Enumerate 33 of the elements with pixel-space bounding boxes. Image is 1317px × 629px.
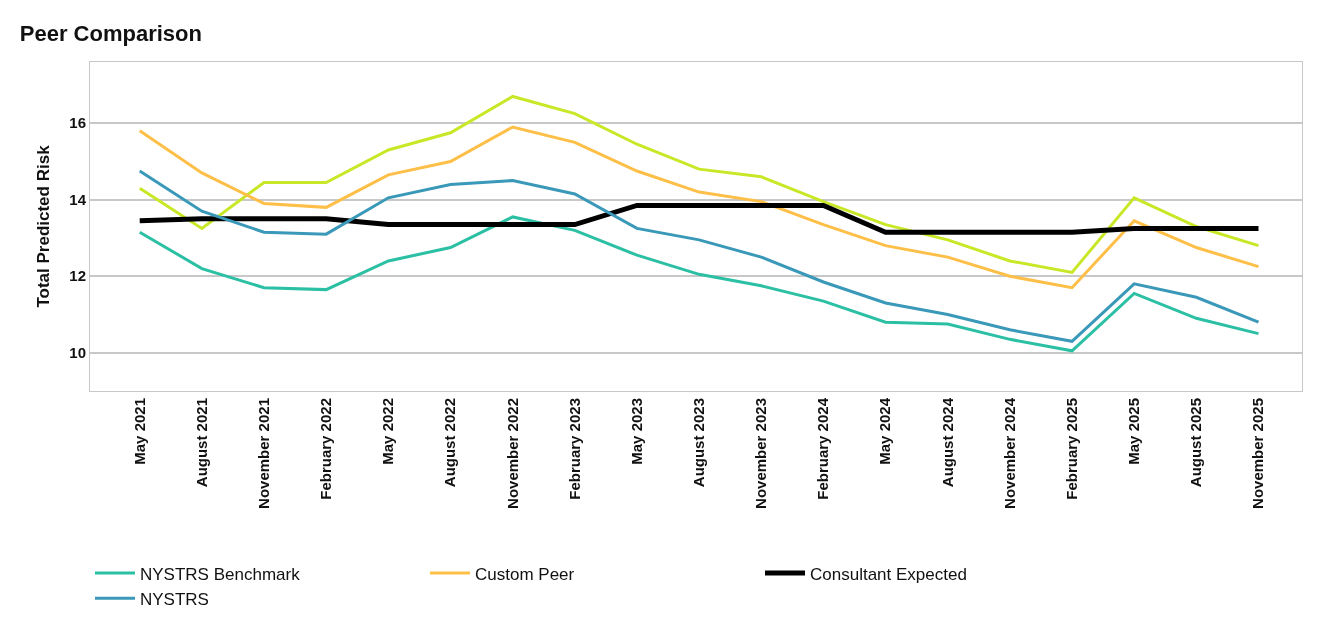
y-tick-label: 14 xyxy=(69,190,87,208)
x-tick-label: May 2024 xyxy=(876,397,894,465)
line-series xyxy=(138,169,1260,343)
x-tick-label: November 2024 xyxy=(1000,397,1018,509)
x-tick-label: August 2021 xyxy=(192,398,210,488)
legend-label: NYSTRS xyxy=(140,589,209,609)
y-tick-label: 10 xyxy=(69,343,86,361)
legend-label: NYSTRS Benchmark xyxy=(140,564,301,584)
y-axis-title: Total Predicted Risk xyxy=(33,144,53,308)
x-tick-label: May 2021 xyxy=(130,398,148,465)
x-tick-label: August 2024 xyxy=(938,397,956,488)
x-tick-label: February 2025 xyxy=(1062,398,1080,500)
x-tick-label: February 2023 xyxy=(565,398,583,500)
line-series xyxy=(138,125,1260,290)
x-tick-label: November 2023 xyxy=(752,398,770,509)
chart-title: Peer Comparison xyxy=(19,20,202,46)
x-tick-label: November 2025 xyxy=(1249,398,1267,509)
x-tick-label: May 2022 xyxy=(379,398,397,465)
x-tick-label: February 2022 xyxy=(317,398,335,500)
legend-label: Consultant Expected xyxy=(810,564,967,584)
x-tick-label: February 2024 xyxy=(814,397,832,500)
line-series xyxy=(138,94,1260,274)
line-series xyxy=(138,215,1260,353)
y-tick-label: 16 xyxy=(69,114,86,132)
x-tick-label: May 2023 xyxy=(627,398,645,465)
x-tick-label: November 2022 xyxy=(503,398,521,509)
y-tick-label: 12 xyxy=(69,267,86,285)
x-tick-label: August 2025 xyxy=(1187,398,1205,488)
x-tick-label: August 2022 xyxy=(441,398,459,488)
legend-label: Custom Peer xyxy=(475,564,575,584)
x-tick-label: May 2025 xyxy=(1125,398,1143,465)
x-tick-label: August 2023 xyxy=(689,398,707,488)
x-tick-label: November 2021 xyxy=(254,398,272,509)
